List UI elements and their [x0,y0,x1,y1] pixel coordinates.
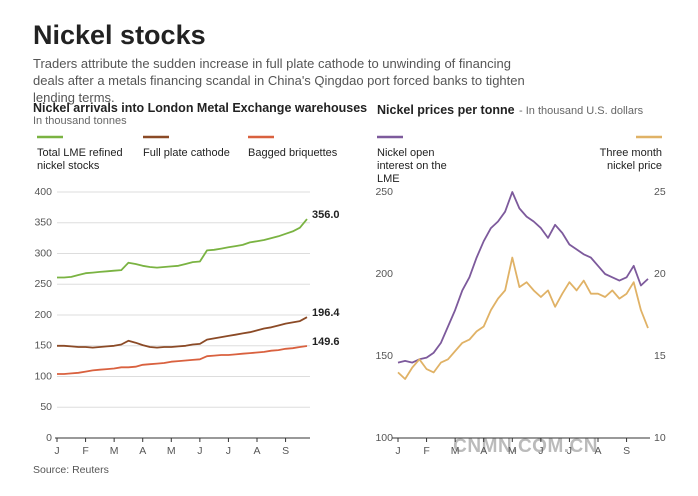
y-tick-label: 50 [40,401,52,413]
y-tick-label: 200 [34,309,52,321]
end-label: 356.0 [312,209,340,221]
x-tick-label: A [480,445,487,457]
y-tick-label: 0 [46,432,52,444]
chart-title: Nickel prices per tonne [377,103,515,117]
y2-tick-label: 10 [654,432,666,444]
chart-title: Nickel arrivals into London Metal Exchan… [33,101,368,115]
y-tick-label: 350 [34,217,52,229]
x-tick-label: M [110,445,119,457]
y-tick-label: 100 [34,370,52,382]
x-tick-label: M [167,445,176,457]
x-tick-label: J [226,445,231,457]
x-tick-label: S [623,445,630,457]
legend-label: Full plate cathode [143,147,230,159]
series-line [57,316,308,349]
y-tick-label: 150 [375,350,393,362]
x-tick-label: F [423,445,429,457]
end-label: 196.4 [312,307,340,319]
y-tick-label: 250 [375,186,393,198]
chart-heading: Nickel prices per tonne - In thousand U.… [377,101,643,119]
legend-label: Three month nickel price [599,147,662,172]
x-tick-label: J [54,445,59,457]
series-line [57,345,308,375]
page-title: Nickel stocks [33,20,206,50]
y-tick-label: 400 [34,186,52,198]
x-tick-label: A [253,445,260,457]
x-tick-label: J [395,445,400,457]
series-line [397,256,649,380]
chart-subtitle: In thousand tonnes [33,115,127,127]
page-subtitle: Traders attribute the sudden increase in… [33,56,525,105]
series-line [57,218,308,279]
series-line [397,191,649,364]
legend-label: Nickel open interest on the LME [377,147,447,185]
y2-tick-label: 25 [654,186,666,198]
x-tick-label: J [567,445,572,457]
y-tick-label: 250 [34,278,52,290]
y-tick-label: 100 [375,432,393,444]
y-tick-label: 150 [34,340,52,352]
chart-subtitle: - In thousand U.S. dollars [519,105,644,117]
x-tick-label: M [451,445,460,457]
y2-tick-label: 20 [654,268,666,280]
source: Source: Reuters [33,464,109,476]
x-tick-label: A [139,445,146,457]
y-tick-label: 300 [34,247,52,259]
x-tick-label: M [508,445,517,457]
x-tick-label: A [594,445,601,457]
x-tick-label: J [197,445,202,457]
x-tick-label: S [282,445,289,457]
legend-label: Total LME refined nickel stocks [37,147,123,172]
y2-tick-label: 15 [654,350,666,362]
x-tick-label: J [538,445,543,457]
legend-label: Bagged briquettes [248,147,338,159]
x-tick-label: F [82,445,88,457]
end-label: 149.6 [312,336,340,348]
y-tick-label: 200 [375,268,393,280]
watermark: CNMN.COM.CN [453,436,598,457]
